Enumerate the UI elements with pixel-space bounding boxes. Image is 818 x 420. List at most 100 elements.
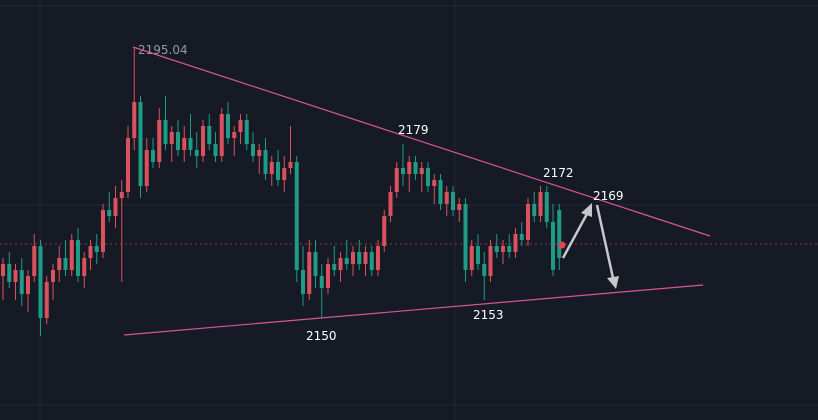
candle-body (482, 264, 487, 276)
candle-body (238, 120, 243, 132)
candle-body (126, 138, 130, 192)
annotation: 2150 (306, 329, 337, 343)
arrow-head (581, 203, 592, 217)
candle-body (476, 246, 480, 264)
annotation: 2172 (543, 166, 574, 180)
candle-body (82, 258, 87, 276)
candle-body (194, 150, 199, 156)
candle-body (326, 264, 330, 288)
candles (1, 47, 562, 336)
candle-body (538, 192, 543, 216)
candle-body (251, 144, 255, 156)
candle-body (232, 132, 237, 138)
candle-body (219, 114, 224, 156)
candle-body (488, 246, 493, 276)
candle-body (188, 138, 193, 150)
candle-body (107, 210, 112, 216)
candle-body (13, 270, 18, 282)
candle-body (551, 222, 555, 270)
candle-body (157, 120, 162, 162)
candle-body (26, 276, 30, 294)
candle-body (38, 246, 43, 318)
annotation: 2153 (473, 308, 504, 322)
candle-body (426, 168, 430, 186)
candle-body (307, 252, 312, 294)
candle-body (257, 150, 262, 156)
candle-body (413, 162, 418, 174)
trendline-lower (123, 284, 704, 336)
candle-body (44, 282, 49, 318)
candle-body (544, 192, 549, 222)
candle-body (507, 246, 512, 252)
candle-body (63, 258, 68, 270)
candle-body (32, 246, 37, 276)
candle-body (344, 258, 349, 264)
candle-body (557, 210, 562, 258)
candle-body (263, 150, 268, 174)
candle-body (501, 246, 505, 252)
candle-body (101, 210, 105, 252)
candle-body (201, 126, 205, 156)
candle-body (138, 102, 143, 186)
candle-body (438, 180, 443, 204)
candle-body (469, 246, 474, 270)
candle-body (213, 144, 218, 156)
candle-body (57, 258, 62, 270)
candle-body (532, 204, 537, 216)
candle-body (388, 192, 393, 216)
candle-body (301, 270, 305, 294)
candle-body (276, 162, 280, 180)
candle-body (407, 162, 412, 174)
candle-body (494, 246, 499, 252)
candle-body (313, 252, 318, 276)
candle-body (94, 246, 99, 252)
candle-body (288, 162, 293, 168)
candle-body (294, 162, 299, 270)
candle-body (51, 270, 55, 282)
arrows (561, 203, 619, 289)
candle-body (376, 246, 380, 270)
candle-body (319, 276, 324, 288)
candle-body (282, 168, 287, 180)
candle-body (394, 168, 399, 192)
candle-body (207, 126, 212, 144)
candle-body (176, 132, 180, 150)
candle-body (163, 120, 168, 144)
candle-body (369, 252, 374, 270)
annotation: 2195.04 (138, 43, 188, 57)
arrow-up (561, 211, 590, 259)
candle-body (69, 240, 74, 270)
candle-body (363, 252, 368, 264)
candle-body (457, 204, 462, 210)
candle-body (519, 234, 524, 240)
candle-body (76, 240, 80, 276)
candle-body (526, 204, 530, 240)
candle-body (444, 192, 449, 204)
price-dot (558, 241, 566, 249)
candle-body (351, 252, 355, 264)
candle-body (119, 192, 124, 198)
candle-body (357, 252, 362, 264)
candle-body (463, 204, 468, 270)
candle-body (7, 264, 12, 282)
candle-body (513, 234, 518, 252)
arrow-head (607, 276, 619, 289)
candle-body (338, 258, 343, 270)
candle-body (226, 114, 230, 138)
candle-body (244, 120, 249, 144)
candle-body (182, 138, 187, 150)
trendline-upper (132, 46, 711, 237)
arrow-down (595, 204, 615, 279)
candle-body (113, 198, 118, 216)
candle-body (432, 180, 437, 186)
candle-body (401, 168, 405, 174)
annotation: 2169 (593, 189, 624, 203)
candle-body (151, 150, 155, 162)
candle-body (169, 132, 174, 144)
candle-body (451, 192, 455, 210)
candle-body (269, 162, 274, 174)
candle-body (144, 150, 149, 186)
candle-body (88, 246, 93, 258)
